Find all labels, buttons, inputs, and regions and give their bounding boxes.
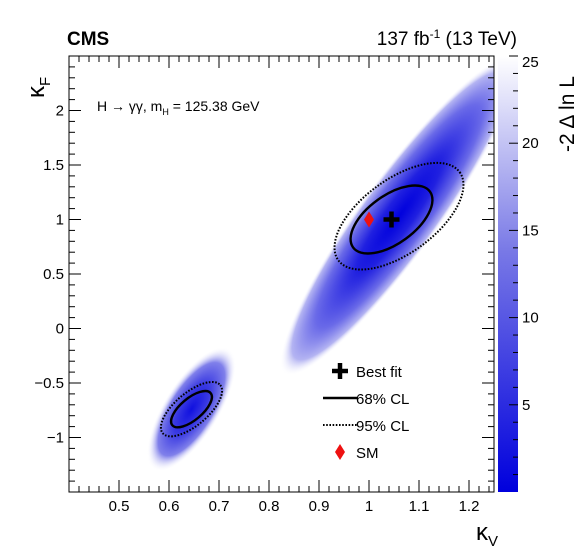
z-tick-label: 20	[522, 135, 539, 152]
color-scale-ticks: 5 10 15 20 25	[509, 54, 539, 476]
z-tick-label: 5	[522, 397, 530, 414]
y-axis-symbol: κ	[23, 85, 50, 98]
x-axis-ticks: 0.5 0.6 0.7 0.8 0.9 1 1.1 1.2	[68, 56, 490, 515]
z-tick-label: 15	[522, 222, 539, 239]
x-tick-label: 0.6	[159, 498, 180, 515]
best-fit-marker	[383, 211, 400, 228]
confidence-contours	[159, 161, 465, 438]
x-tick-label: 0.9	[309, 498, 330, 515]
contour-95cl-1	[333, 161, 465, 271]
z-tick-label: 25	[522, 54, 539, 71]
sm-marker	[364, 211, 374, 228]
x-axis-symbol: κ	[476, 519, 489, 546]
color-scale-title: -2 Δ ln L	[556, 76, 579, 152]
legend-label: 68% CL	[356, 391, 409, 408]
process-label: H → γγ, mH = 125.38 GeV	[97, 98, 260, 117]
color-scale-bar	[498, 56, 518, 492]
legend-best-fit-icon	[332, 363, 348, 379]
process-decay: H → γγ, m	[97, 98, 162, 114]
process-mass-subscript: H	[162, 107, 169, 117]
likelihood-heatmap	[146, 56, 494, 472]
y-tick-label: 1	[56, 212, 64, 229]
x-tick-label: 1.1	[409, 498, 430, 515]
legend-label: Best fit	[356, 364, 403, 381]
x-axis-subscript: V	[488, 533, 498, 550]
legend-entry: 95% CL	[323, 418, 409, 435]
legend-entry: 68% CL	[323, 391, 409, 408]
x-axis-title: κV	[476, 519, 498, 550]
heatmap-region-upper	[280, 56, 494, 376]
z-tick-label: 10	[522, 310, 539, 327]
legend: Best fit 68% CL 95% CL SM	[323, 363, 409, 462]
y-tick-label: 0	[56, 321, 64, 338]
experiment-label: CMS	[67, 29, 109, 50]
legend-entry: SM	[335, 444, 379, 462]
contour-68cl-2	[169, 389, 214, 429]
y-axis-title: κF	[23, 77, 54, 98]
contour-68cl-0	[349, 184, 434, 255]
x-tick-label: 1.2	[459, 498, 480, 515]
y-tick-label: 1.5	[43, 157, 64, 174]
luminosity-energy: (13 TeV)	[440, 29, 517, 50]
y-axis-subscript: F	[37, 77, 54, 86]
x-tick-label: 1	[365, 498, 373, 515]
heatmap-region-lower	[146, 346, 237, 472]
process-mass-value: = 125.38 GeV	[169, 98, 260, 114]
luminosity-value: 137 fb	[377, 29, 430, 50]
y-tick-label: 0.5	[43, 266, 64, 283]
x-tick-label: 0.7	[209, 498, 230, 515]
y-tick-label: 2	[56, 103, 64, 120]
legend-sm-icon	[335, 444, 345, 460]
point-markers	[364, 211, 400, 228]
x-tick-label: 0.8	[259, 498, 280, 515]
y-tick-label: −0.5	[34, 375, 64, 392]
y-tick-label: −1	[47, 430, 64, 447]
luminosity-label: 137 fb-1 (13 TeV)	[377, 27, 517, 50]
legend-label: 95% CL	[356, 418, 409, 435]
legend-entry: Best fit	[332, 363, 403, 381]
y-axis-ticks: −1 −0.5 0 0.5 1 1.5 2	[34, 55, 494, 493]
x-tick-label: 0.5	[109, 498, 130, 515]
luminosity-exponent: -1	[430, 27, 441, 41]
legend-label: SM	[356, 445, 379, 462]
